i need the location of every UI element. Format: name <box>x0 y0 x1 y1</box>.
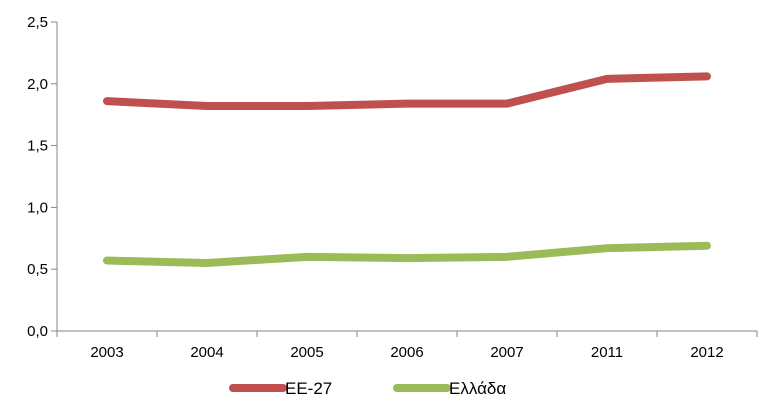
x-tick-label: 2004 <box>190 344 223 361</box>
y-tick-label: 1,0 <box>27 199 48 216</box>
series-line <box>103 241 711 268</box>
x-tick-label: 2007 <box>490 344 523 361</box>
y-tick-label: 2,0 <box>27 76 48 93</box>
x-tick-label: 2005 <box>290 344 323 361</box>
y-tick-label: 0,0 <box>27 323 48 340</box>
x-tick-label: 2006 <box>390 344 423 361</box>
legend-label: ΕΕ-27 <box>285 379 332 398</box>
legend-label: Ελλάδα <box>449 379 506 398</box>
series-1 <box>103 72 711 111</box>
series-layer <box>103 72 711 268</box>
series-2 <box>103 241 711 268</box>
x-tick-label: 2012 <box>690 344 723 361</box>
series-line <box>103 72 711 111</box>
x-tick-label: 2011 <box>591 344 623 361</box>
chart-axes: 0,0 0,5 1,0 1,5 2,0 2,5 2003 2004 2005 2006 2007 20… <box>27 14 758 361</box>
chart-legend: ΕΕ-27 Ελλάδα <box>229 379 506 398</box>
x-tick-label: 2003 <box>90 344 123 361</box>
legend-item: Ελλάδα <box>393 379 506 398</box>
y-tick-label: 0,5 <box>27 261 48 278</box>
y-tick-label: 1,5 <box>27 138 48 155</box>
y-tick-label: 2,5 <box>27 14 48 31</box>
legend-item: ΕΕ-27 <box>229 379 332 398</box>
